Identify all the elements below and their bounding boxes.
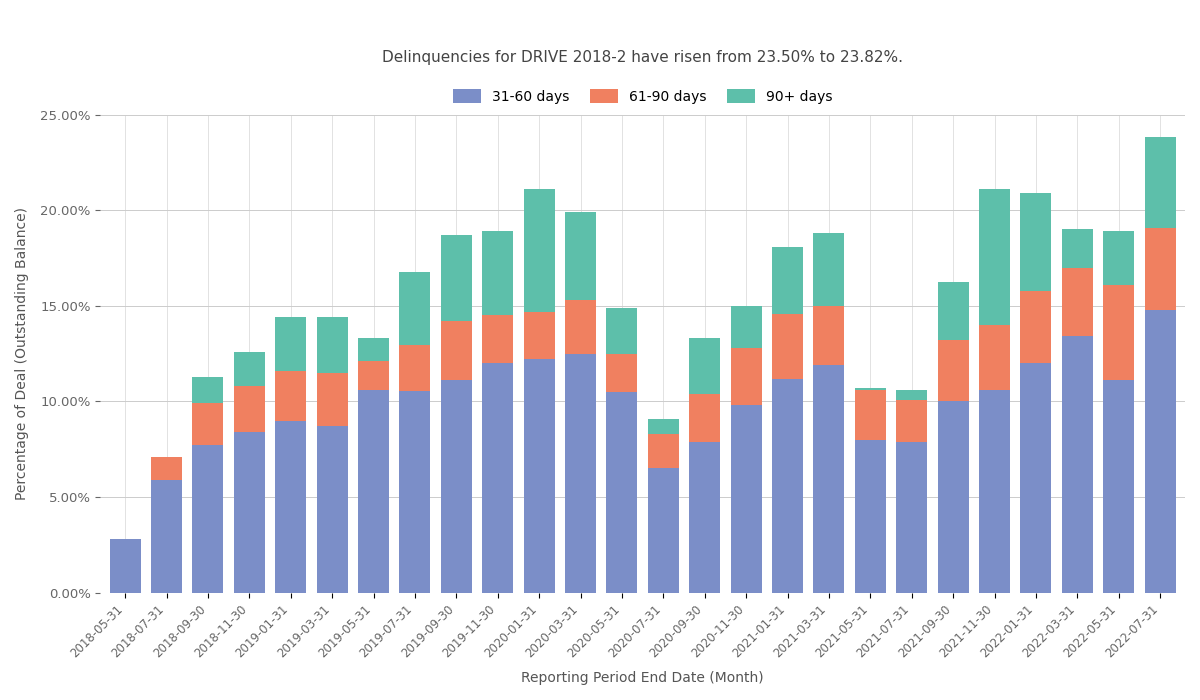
- Bar: [440, 235, 472, 321]
- Bar: [731, 348, 762, 405]
- Bar: [937, 400, 968, 593]
- Bar: [109, 539, 140, 593]
- Bar: [979, 390, 1010, 593]
- Bar: [689, 442, 720, 593]
- Bar: [482, 363, 514, 593]
- Bar: [523, 359, 554, 593]
- Bar: [1145, 309, 1176, 593]
- Bar: [482, 316, 514, 363]
- Bar: [979, 189, 1010, 325]
- Bar: [192, 377, 223, 403]
- Bar: [1020, 290, 1051, 363]
- Bar: [317, 426, 348, 593]
- Bar: [275, 317, 306, 371]
- Bar: [731, 306, 762, 348]
- Bar: [1062, 230, 1093, 267]
- Bar: [731, 405, 762, 593]
- Bar: [234, 352, 265, 386]
- Bar: [565, 212, 596, 300]
- Bar: [151, 480, 182, 593]
- Bar: [606, 308, 637, 354]
- Bar: [400, 345, 431, 391]
- Bar: [275, 421, 306, 593]
- Bar: [814, 306, 845, 365]
- Bar: [523, 312, 554, 359]
- Bar: [234, 432, 265, 593]
- Bar: [689, 394, 720, 442]
- Bar: [814, 365, 845, 593]
- Bar: [1103, 285, 1134, 381]
- Bar: [896, 400, 928, 442]
- Bar: [192, 403, 223, 445]
- Bar: [1103, 381, 1134, 593]
- Bar: [979, 325, 1010, 390]
- Bar: [565, 300, 596, 354]
- X-axis label: Reporting Period End Date (Month): Reporting Period End Date (Month): [521, 671, 764, 685]
- Bar: [854, 390, 886, 440]
- Bar: [234, 386, 265, 432]
- Bar: [1062, 267, 1093, 337]
- Bar: [648, 468, 679, 593]
- Bar: [1145, 137, 1176, 228]
- Bar: [689, 338, 720, 394]
- Bar: [440, 381, 472, 593]
- Bar: [358, 390, 389, 593]
- Bar: [1020, 363, 1051, 593]
- Bar: [648, 419, 679, 434]
- Bar: [648, 434, 679, 468]
- Legend: 31-60 days, 61-90 days, 90+ days: 31-60 days, 61-90 days, 90+ days: [448, 83, 838, 109]
- Bar: [814, 233, 845, 306]
- Bar: [192, 445, 223, 593]
- Bar: [400, 391, 431, 593]
- Bar: [896, 390, 928, 400]
- Bar: [854, 440, 886, 593]
- Bar: [317, 317, 348, 373]
- Bar: [358, 338, 389, 361]
- Bar: [606, 354, 637, 392]
- Bar: [151, 457, 182, 480]
- Bar: [565, 354, 596, 593]
- Bar: [1145, 228, 1176, 309]
- Bar: [772, 246, 803, 314]
- Bar: [400, 272, 431, 345]
- Bar: [772, 379, 803, 593]
- Bar: [317, 373, 348, 426]
- Bar: [937, 340, 968, 400]
- Bar: [606, 392, 637, 593]
- Title: Delinquencies for DRIVE 2018-2 have risen from 23.50% to 23.82%.: Delinquencies for DRIVE 2018-2 have rise…: [382, 50, 904, 65]
- Bar: [523, 189, 554, 312]
- Bar: [1062, 337, 1093, 593]
- Bar: [854, 388, 886, 390]
- Bar: [1103, 232, 1134, 285]
- Bar: [482, 232, 514, 316]
- Bar: [896, 442, 928, 593]
- Bar: [440, 321, 472, 381]
- Bar: [358, 361, 389, 390]
- Y-axis label: Percentage of Deal (Outstanding Balance): Percentage of Deal (Outstanding Balance): [14, 207, 29, 500]
- Bar: [275, 371, 306, 421]
- Bar: [937, 282, 968, 340]
- Bar: [1020, 193, 1051, 290]
- Bar: [772, 314, 803, 379]
